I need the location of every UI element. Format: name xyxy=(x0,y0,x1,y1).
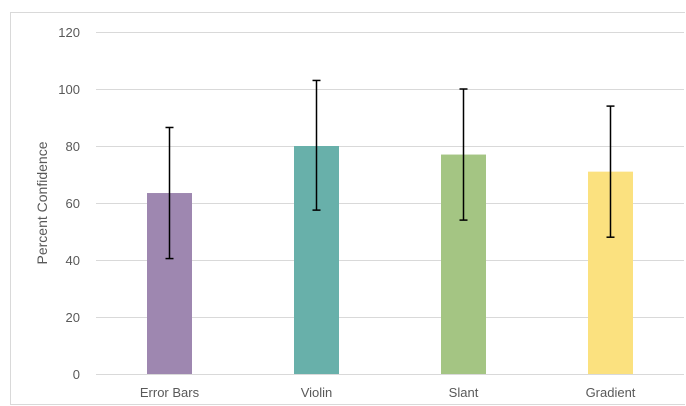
x-tick-label: Error Bars xyxy=(140,385,200,400)
error-bars xyxy=(165,79,615,260)
x-tick-label: Gradient xyxy=(586,385,636,400)
y-tick-label: 100 xyxy=(58,82,80,97)
x-tick-label: Violin xyxy=(301,385,333,400)
y-tick-label: 20 xyxy=(66,310,80,325)
y-tick-label: 0 xyxy=(73,367,80,382)
y-tick-label: 80 xyxy=(66,139,80,154)
x-axis-ticks: Error Bars Violin Slant Gradient xyxy=(140,385,636,400)
y-axis-title: Percent Confidence xyxy=(34,141,50,264)
y-tick-label: 60 xyxy=(66,196,80,211)
x-tick-label: Slant xyxy=(449,385,479,400)
bars xyxy=(147,146,633,374)
y-tick-label: 120 xyxy=(58,25,80,40)
y-tick-label: 40 xyxy=(66,253,80,268)
y-axis-ticks: 0 20 40 60 80 100 120 xyxy=(58,25,80,382)
chart-frame xyxy=(10,12,685,405)
gridlines xyxy=(96,32,684,375)
